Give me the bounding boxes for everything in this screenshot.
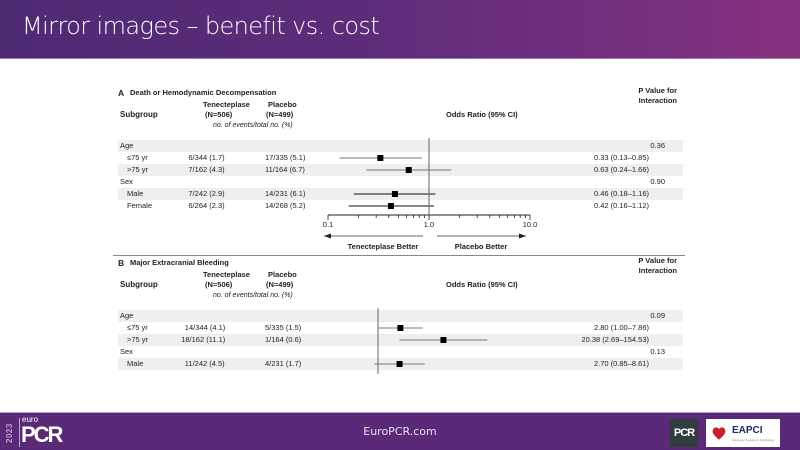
panel-letter: B xyxy=(118,258,125,268)
column-header-group2-n: (N=499) xyxy=(266,110,294,119)
eapci-subtitle: European Society of Cardiology xyxy=(732,438,775,442)
group2-events: 11/164 (6.7) xyxy=(265,165,305,174)
column-header-group2: Placebo xyxy=(268,270,297,279)
x-axis-tick-label: 1.0 xyxy=(423,220,435,229)
slide-title: Mirror images – benefit vs. cost xyxy=(22,12,380,40)
subgroup-label: Male xyxy=(127,359,144,368)
group1-events: 6/344 (1.7) xyxy=(188,153,225,162)
column-header-group1: Tenecteplase xyxy=(203,100,250,109)
group1-events: 7/162 (4.3) xyxy=(188,165,225,174)
column-header-group1-n: (N=506) xyxy=(205,110,233,119)
column-header-p-value-line1: P Value for xyxy=(638,86,677,95)
column-header-p-value-line2: Interaction xyxy=(638,96,677,105)
odds-ratio-text: 20.38 (2.69–154.53) xyxy=(581,335,649,344)
column-header-group2: Placebo xyxy=(268,100,297,109)
subgroup-header: Sex xyxy=(120,177,133,186)
subgroup-label: >75 yr xyxy=(127,335,149,344)
subgroup-header: Age xyxy=(120,141,134,150)
group1-events: 11/242 (4.5) xyxy=(184,359,225,368)
column-header-p-value-line1: P Value for xyxy=(638,256,677,265)
point-estimate xyxy=(397,325,404,331)
point-estimate xyxy=(387,203,394,209)
x-axis-tick-label: 10.0 xyxy=(522,220,538,229)
group1-events: 7/242 (2.9) xyxy=(188,189,225,198)
point-estimate xyxy=(396,361,403,367)
column-subheader: no. of events/total no. (%) xyxy=(213,122,293,129)
group2-events: 1/164 (0.6) xyxy=(265,335,302,344)
p-value-interaction: 0.13 xyxy=(650,347,665,356)
p-value-interaction: 0.90 xyxy=(650,177,665,186)
column-header-group1: Tenecteplase xyxy=(203,270,250,279)
odds-ratio-text: 2.70 (0.85–8.61) xyxy=(593,359,649,368)
odds-ratio-text: 0.42 (0.16–1.12) xyxy=(593,201,649,210)
panel-letter: A xyxy=(118,88,125,98)
column-header-subgroup: Subgroup xyxy=(120,280,158,289)
slide-header: Mirror images – benefit vs. cost xyxy=(0,0,800,59)
subgroup-header: Age xyxy=(120,311,134,320)
group2-events: 5/335 (1.5) xyxy=(265,323,302,332)
odds-ratio-text: 0.33 (0.13–0.85) xyxy=(593,153,649,162)
odds-ratio-text: 0.63 (0.24–1.66) xyxy=(593,165,649,174)
subgroup-label: >75 yr xyxy=(127,165,149,174)
slide-footer: 2023 euro PCR EuroPCR.com PCR EAPCI Euro… xyxy=(0,412,800,450)
point-estimate xyxy=(405,167,412,173)
column-header-odds-ratio: Odds Ratio (95% CI) xyxy=(446,280,518,289)
row-shading xyxy=(118,310,683,322)
eapci-label: EAPCI xyxy=(732,425,763,436)
logo-euro-text: euro xyxy=(22,415,39,424)
panel-separator xyxy=(113,255,685,256)
x-axis-tick-label: 0.1 xyxy=(322,220,334,229)
eapci-logo: EAPCI European Society of Cardiology xyxy=(706,419,780,447)
odds-ratio-text: 2.80 (1.00–7.86) xyxy=(593,323,649,332)
heart-icon xyxy=(712,427,726,440)
subgroup-header: Sex xyxy=(120,347,133,356)
direction-label-right: Placebo Better xyxy=(454,242,508,251)
point-estimate xyxy=(440,337,447,343)
left-direction-arrow-head xyxy=(324,233,331,239)
direction-label-left: Tenecteplase Better xyxy=(347,242,419,251)
point-estimate xyxy=(377,155,384,161)
logo-divider xyxy=(19,418,20,447)
column-header-odds-ratio: Odds Ratio (95% CI) xyxy=(446,110,518,119)
subgroup-label: Male xyxy=(127,189,144,198)
group2-events: 17/335 (5.1) xyxy=(265,153,306,162)
group2-events: 14/268 (5.2) xyxy=(265,201,306,210)
group2-events: 14/231 (6.1) xyxy=(265,189,306,198)
subgroup-label: ≤75 yr xyxy=(127,323,148,332)
point-estimate xyxy=(391,191,398,197)
right-direction-arrow-head xyxy=(519,233,526,239)
panel-title: Major Extracranial Bleeding xyxy=(130,258,229,267)
column-header-p-value-line2: Interaction xyxy=(638,266,677,275)
panel-title: Death or Hemodynamic Decompensation xyxy=(130,88,277,97)
subgroup-label: Female xyxy=(127,201,153,210)
footer-url: EuroPCR.com xyxy=(363,425,437,438)
p-value-interaction: 0.09 xyxy=(650,311,665,320)
group1-events: 14/344 (4.1) xyxy=(184,323,226,332)
p-value-interaction: 0.36 xyxy=(650,141,665,150)
europcr-logo: PCR xyxy=(21,422,63,447)
pcr-logo: PCR xyxy=(670,419,698,447)
subgroup-label: ≤75 yr xyxy=(127,153,148,162)
group2-events: 4/231 (1.7) xyxy=(265,359,302,368)
row-shading xyxy=(118,140,683,152)
column-header-group1-n: (N=506) xyxy=(205,280,233,289)
group1-events: 6/264 (2.3) xyxy=(188,201,225,210)
column-subheader: no. of events/total no. (%) xyxy=(213,292,293,299)
column-header-group2-n: (N=499) xyxy=(266,280,294,289)
odds-ratio-text: 0.46 (0.18–1.16) xyxy=(593,189,649,198)
column-header-subgroup: Subgroup xyxy=(120,110,158,119)
group1-events: 18/162 (11.1) xyxy=(181,335,226,344)
